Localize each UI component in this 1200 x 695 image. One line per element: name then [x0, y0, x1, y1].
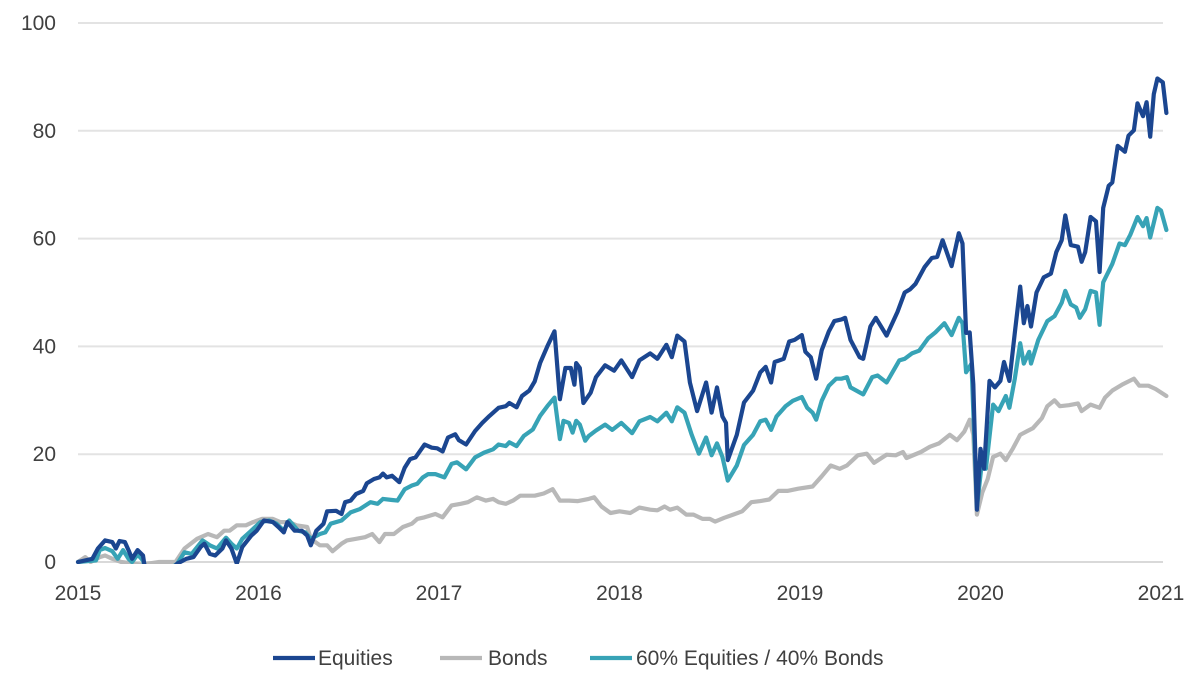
legend-item: Equities	[273, 647, 393, 670]
series-line-equities	[75, 76, 1169, 564]
legend-item: 60% Equities / 40% Bonds	[590, 647, 884, 670]
legend-item: Bonds	[440, 647, 548, 670]
legend-label: Bonds	[488, 647, 548, 670]
x-tick-label: 2021	[1138, 582, 1185, 605]
x-tick-label: 2017	[416, 582, 463, 605]
y-axis: 0 20 40 60 80 100	[21, 12, 56, 574]
x-tick-label: 2015	[55, 582, 102, 605]
y-tick-label: 20	[33, 443, 56, 466]
gridlines	[78, 22, 1163, 563]
legend-label: 60% Equities / 40% Bonds	[636, 647, 884, 670]
y-tick-label: 100	[21, 12, 56, 35]
y-tick-label: 80	[33, 120, 56, 143]
x-axis: 2015 2016 2017 2018 2019 2020 2021	[55, 582, 1185, 605]
series-line-bonds	[75, 376, 1169, 564]
x-tick-label: 2020	[957, 582, 1004, 605]
y-tick-label: 0	[44, 551, 56, 574]
legend-label: Equities	[318, 647, 393, 670]
series-line-60-equities-40-bonds	[75, 205, 1169, 564]
x-tick-label: 2019	[777, 582, 824, 605]
legend: Equities Bonds 60% Equities / 40% Bonds	[273, 647, 884, 670]
x-tick-label: 2018	[596, 582, 643, 605]
y-tick-label: 40	[33, 335, 56, 358]
y-tick-label: 60	[33, 228, 56, 251]
series-lines	[75, 76, 1169, 564]
x-tick-label: 2016	[235, 582, 282, 605]
